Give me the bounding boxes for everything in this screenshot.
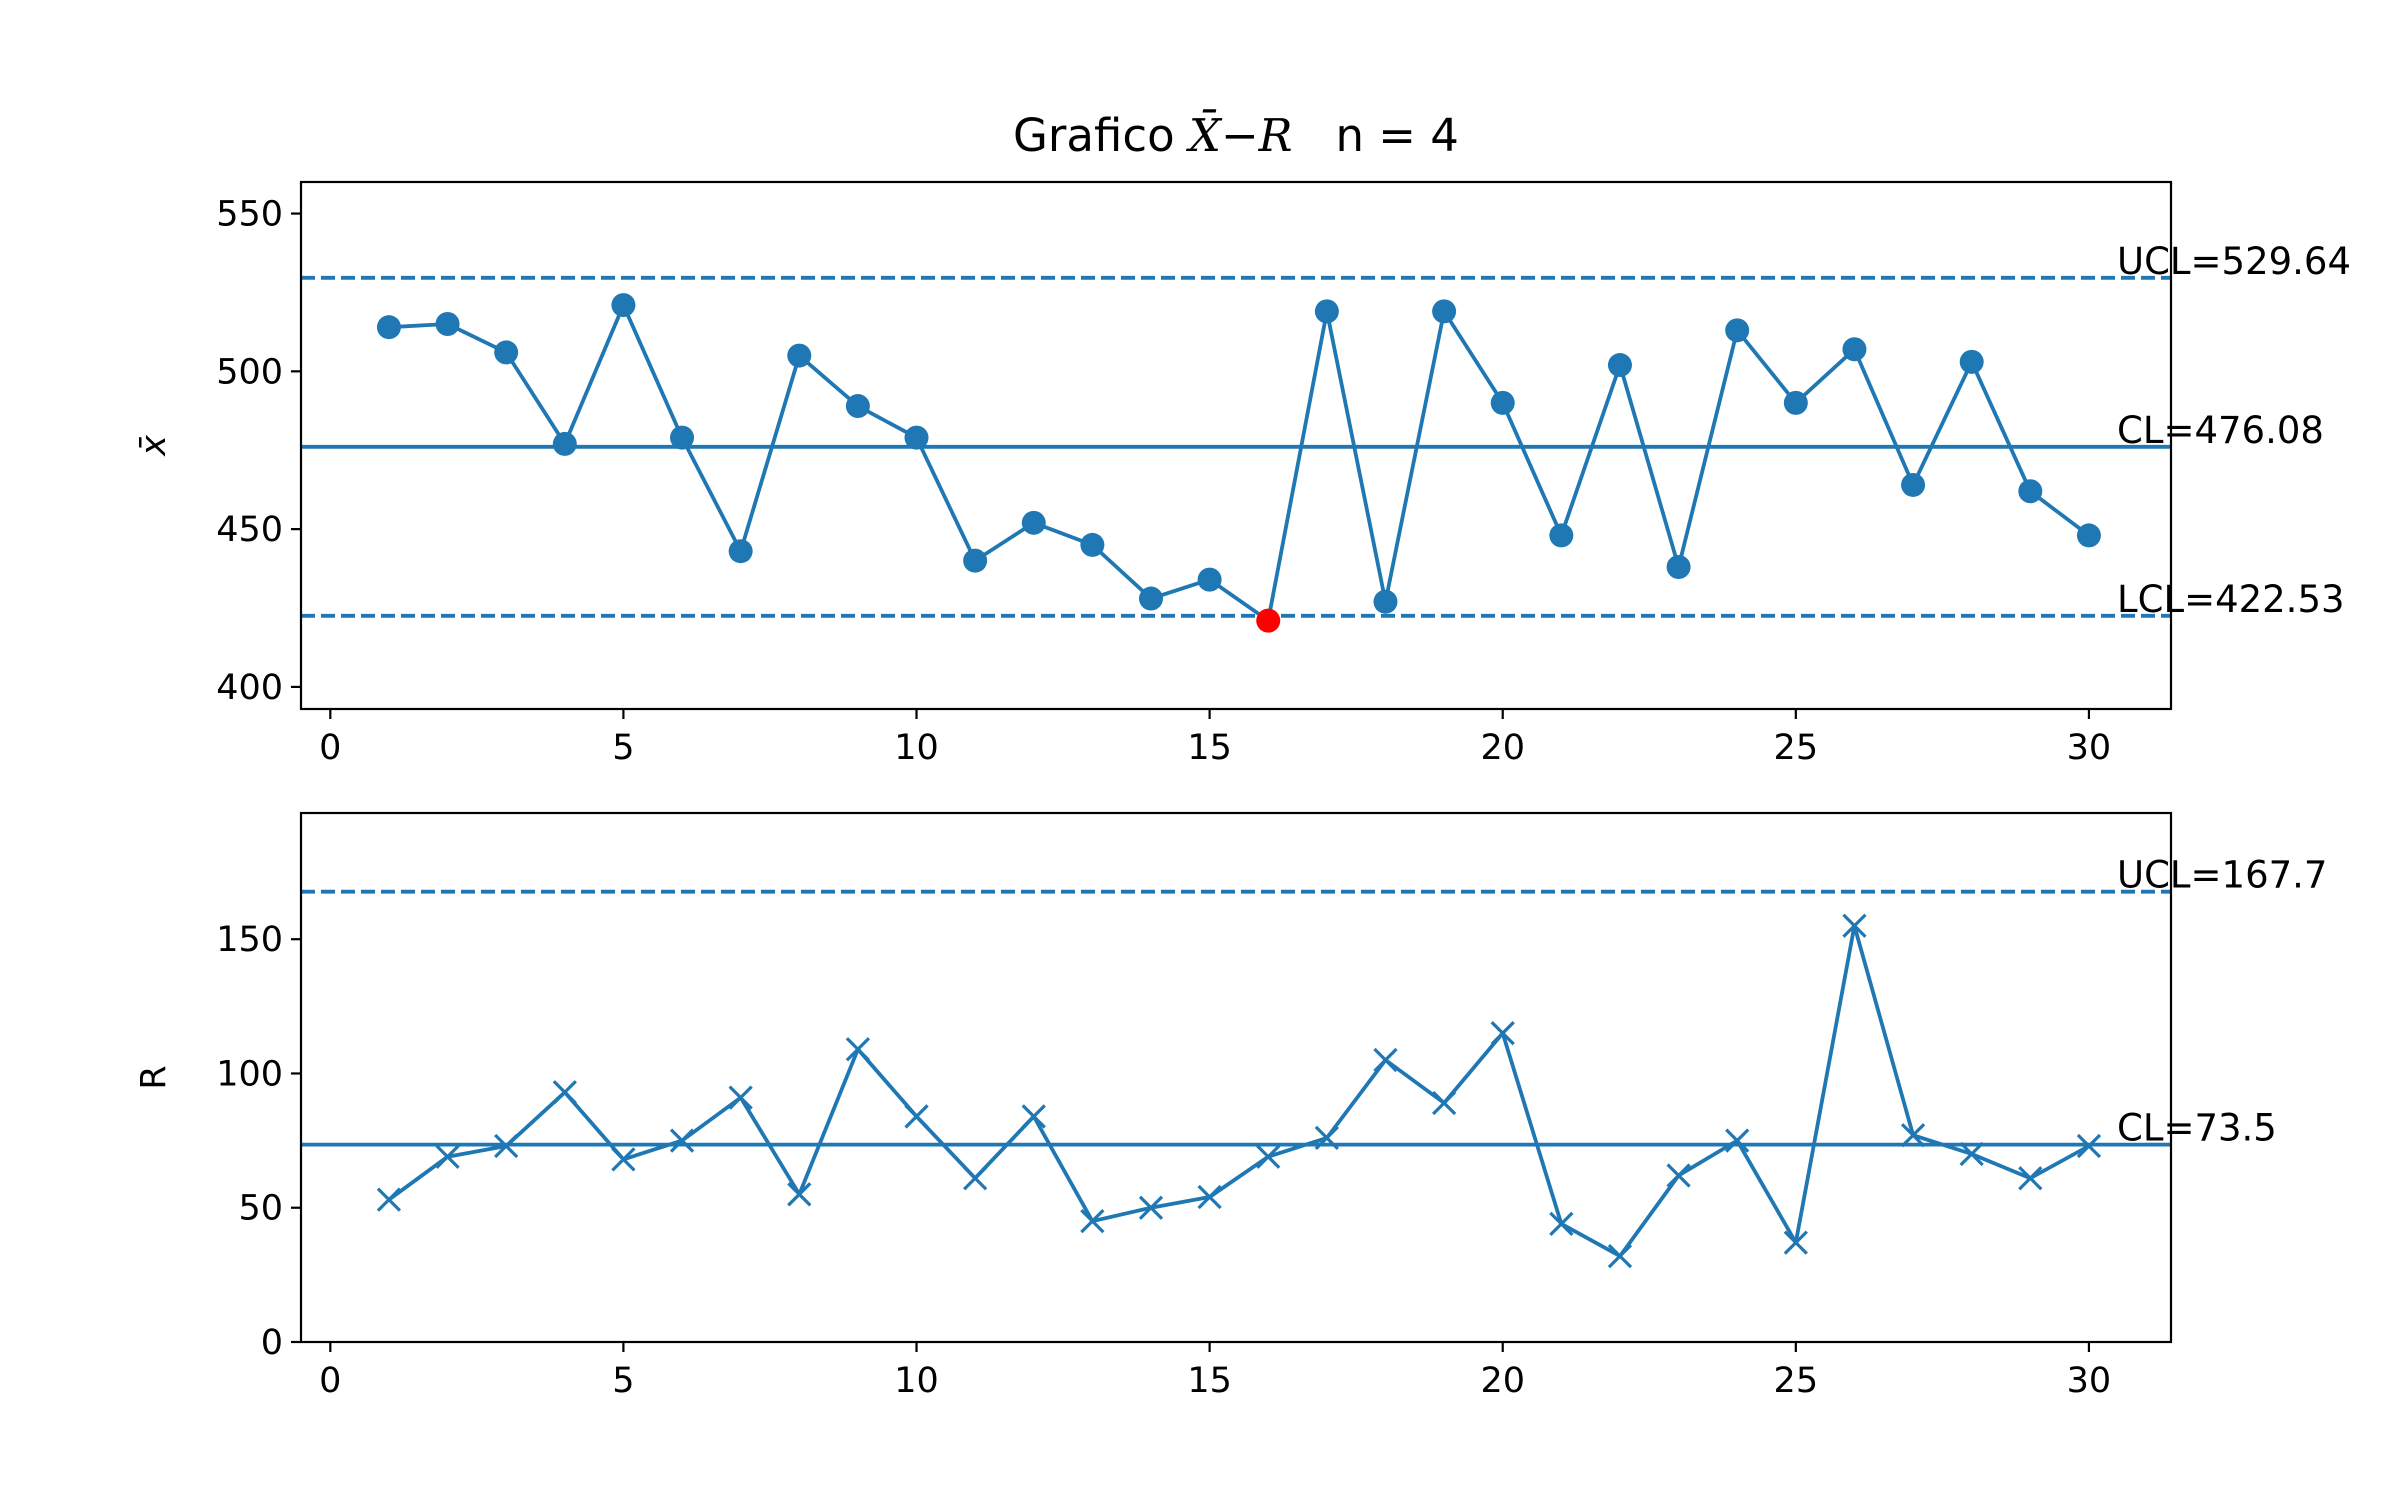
- data-point: [1959, 349, 1984, 374]
- range-chart-panel: UCL=167.7 CL=73.5 0 5 10 15 20 25 30 0 50 100 150 R: [134, 811, 2327, 1401]
- data-point: [1607, 353, 1632, 378]
- y-tick-label: 400: [216, 668, 283, 708]
- data-point: [728, 539, 753, 564]
- x-tick-label: 20: [1480, 1361, 1525, 1401]
- data-point: [1314, 299, 1339, 324]
- data-point: [1080, 532, 1105, 557]
- data-point: [1432, 299, 1457, 324]
- data-point: [963, 1166, 988, 1191]
- data-point: [1490, 390, 1515, 415]
- data-point: [1373, 1047, 1398, 1073]
- data-point: [1725, 318, 1750, 343]
- data-point: [670, 425, 695, 450]
- y-tick-label: 500: [216, 352, 283, 392]
- chart-title: Grafico X̄−R n = 4: [1013, 109, 1459, 162]
- data-point: [728, 1085, 753, 1110]
- data-point: [2018, 479, 2043, 504]
- data-point: [1959, 1141, 1984, 1167]
- data-point: [1314, 1125, 1339, 1151]
- series-line: [388, 303, 2091, 623]
- data-point: [435, 1144, 460, 1169]
- data-point: [2076, 1133, 2102, 1159]
- data-point: [494, 340, 519, 365]
- data-point: [611, 1147, 636, 1172]
- data-point: [1080, 1209, 1105, 1234]
- y-tick-label: 450: [216, 510, 283, 550]
- data-point: [669, 1128, 695, 1153]
- x-tick-label: 15: [1187, 728, 1232, 768]
- data-point: [611, 293, 636, 318]
- x-tick-label: 0: [319, 728, 341, 768]
- data-point: [1666, 1163, 1691, 1188]
- data-point: [787, 1182, 812, 1207]
- data-point: [1021, 1104, 1046, 1129]
- y-tick-label: 550: [216, 195, 283, 235]
- x-tick-label: 5: [612, 1361, 634, 1401]
- series-line: [387, 923, 2090, 1258]
- data-point: [376, 315, 401, 340]
- data-point: [552, 1080, 577, 1105]
- x-tick-label: 5: [612, 728, 634, 768]
- data-point: [1197, 1184, 1222, 1210]
- x-tick-label: 10: [894, 728, 939, 768]
- data-point: [376, 1187, 402, 1212]
- x-tick-label: 25: [1774, 1361, 1819, 1401]
- control-limit-label: CL=73.5: [2117, 1107, 2277, 1150]
- x-tick-label: 0: [319, 1361, 341, 1401]
- axes-frame: [299, 811, 2173, 1344]
- y-axis-label: x̄: [134, 435, 174, 457]
- out-of-control-point: [1256, 608, 1281, 633]
- x-tick-label: 15: [1187, 1361, 1232, 1401]
- data-point: [845, 1037, 871, 1062]
- x-tick-label: 30: [2067, 1361, 2112, 1401]
- y-tick-label: 50: [238, 1189, 283, 1229]
- xbar-chart-panel: UCL=529.64 CL=476.08 LCL=422.53 0 5 10 15 20 25 3…: [134, 180, 2351, 768]
- data-point: [1138, 1195, 1164, 1220]
- y-axis-label: R: [134, 1065, 174, 1089]
- data-point: [963, 548, 988, 573]
- x-tick-label: 10: [894, 1361, 939, 1401]
- data-point: [1666, 554, 1691, 579]
- data-point: [1901, 472, 1926, 497]
- control-limit-label: UCL=167.7: [2117, 854, 2327, 897]
- x-tick-label: 20: [1480, 728, 1525, 768]
- data-point: [1373, 589, 1398, 614]
- data-point: [1549, 523, 1574, 548]
- y-tick-label: 0: [261, 1323, 283, 1363]
- y-tick-label: 100: [216, 1054, 283, 1094]
- data-point: [1783, 1230, 1808, 1255]
- data-point: [2076, 523, 2101, 548]
- data-point: [1549, 1211, 1574, 1236]
- data-point: [1021, 510, 1046, 535]
- data-point: [1256, 1144, 1281, 1169]
- data-point: [1607, 1243, 1633, 1269]
- data-point: [1139, 586, 1163, 611]
- data-point: [1842, 913, 1867, 938]
- data-point: [787, 343, 812, 368]
- data-point: [904, 1104, 929, 1129]
- data-point: [904, 425, 929, 450]
- data-point: [1783, 390, 1808, 415]
- data-point: [1490, 1021, 1515, 1046]
- y-tick-label: 150: [216, 920, 283, 960]
- x-tick-label: 30: [2067, 728, 2112, 768]
- control-limit-label: CL=476.08: [2117, 409, 2324, 452]
- data-point: [2018, 1166, 2043, 1191]
- x-tick-label: 25: [1774, 728, 1819, 768]
- data-point: [1900, 1123, 1926, 1148]
- control-limit-label: LCL=422.53: [2117, 578, 2345, 621]
- data-point: [435, 312, 460, 337]
- data-point: [1197, 567, 1222, 592]
- data-point: [1842, 337, 1867, 362]
- data-point: [1431, 1090, 1457, 1116]
- data-point: [845, 394, 870, 419]
- data-point: [1725, 1128, 1750, 1153]
- data-point: [552, 431, 577, 456]
- control-limit-label: UCL=529.64: [2117, 240, 2351, 283]
- axes-frame: [299, 180, 2173, 711]
- data-point: [494, 1133, 519, 1159]
